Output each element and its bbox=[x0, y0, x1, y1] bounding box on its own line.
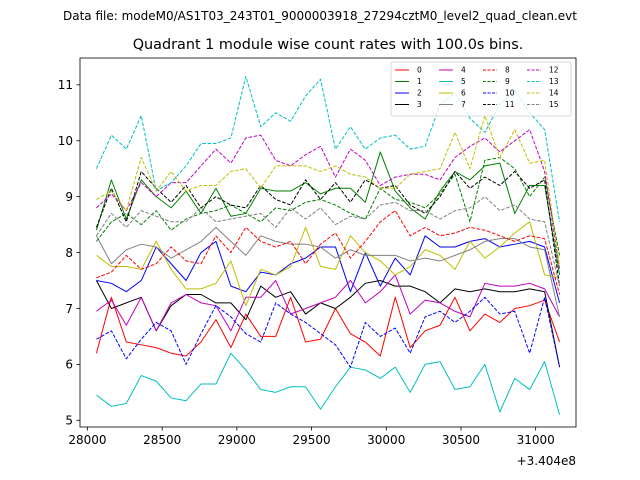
series-line-1 bbox=[95, 151, 561, 276]
y-tick-label: 11 bbox=[58, 78, 73, 92]
y-tick-label: 8 bbox=[65, 246, 73, 260]
x-offset-label: +3.404e8 bbox=[517, 454, 576, 468]
legend-label-11: 11 bbox=[505, 100, 515, 109]
legend-label-0: 0 bbox=[417, 66, 422, 75]
series-line-0 bbox=[95, 296, 561, 357]
series-group bbox=[95, 75, 561, 415]
legend-label-12: 12 bbox=[549, 66, 559, 75]
y-tick-label: 5 bbox=[65, 414, 73, 428]
legend-label-15: 15 bbox=[549, 100, 559, 109]
series-line-6 bbox=[96, 221, 560, 307]
legend-label-6: 6 bbox=[461, 89, 466, 98]
series-line-7 bbox=[95, 226, 561, 317]
axes-frame bbox=[79, 57, 577, 428]
series-line-15 bbox=[96, 196, 561, 287]
series-line-10 bbox=[96, 296, 561, 368]
legend-label-2: 2 bbox=[417, 89, 422, 98]
x-tick-label: 28000 bbox=[68, 433, 106, 447]
series-line-14 bbox=[96, 115, 561, 267]
legend-label-13: 13 bbox=[549, 77, 559, 86]
series-line-13 bbox=[95, 75, 561, 222]
series-line-11 bbox=[95, 171, 561, 287]
series-line-2 bbox=[96, 235, 561, 304]
y-tick-label: 6 bbox=[65, 358, 73, 372]
legend-label-3: 3 bbox=[417, 100, 422, 109]
plot-area bbox=[95, 75, 561, 415]
x-tick-label: 28500 bbox=[143, 433, 181, 447]
x-tick-label: 30500 bbox=[442, 433, 480, 447]
series-line-8 bbox=[96, 210, 561, 295]
legend-label-8: 8 bbox=[505, 66, 510, 75]
legend-label-5: 5 bbox=[461, 77, 466, 86]
x-tick-label: 31000 bbox=[517, 433, 555, 447]
series-line-9 bbox=[96, 157, 561, 256]
x-tick-label: 29000 bbox=[218, 433, 256, 447]
series-line-5 bbox=[96, 352, 561, 415]
legend-label-10: 10 bbox=[505, 89, 515, 98]
y-tick-label: 9 bbox=[65, 190, 73, 204]
series-line-12 bbox=[96, 129, 561, 270]
x-tick-label: 30000 bbox=[367, 433, 405, 447]
legend-label-9: 9 bbox=[505, 77, 510, 86]
series-line-4 bbox=[96, 274, 561, 332]
y-tick-label: 10 bbox=[58, 134, 73, 148]
x-tick-label: 29500 bbox=[292, 433, 330, 447]
axes: 28000 28500 29000 29500 30000 30500 31000 +3.40… bbox=[58, 57, 577, 468]
legend-label-7: 7 bbox=[461, 100, 466, 109]
legend-label-14: 14 bbox=[549, 89, 559, 98]
chart-title: Quadrant 1 module wise count rates with … bbox=[133, 37, 524, 53]
legend-label-1: 1 bbox=[417, 77, 422, 86]
legend-label-4: 4 bbox=[461, 66, 466, 75]
legend-box bbox=[390, 61, 572, 117]
figure-suptitle: Data file: modeM0/AS1T03_243T01_90000039… bbox=[63, 9, 577, 23]
y-tick-label: 7 bbox=[65, 302, 73, 316]
